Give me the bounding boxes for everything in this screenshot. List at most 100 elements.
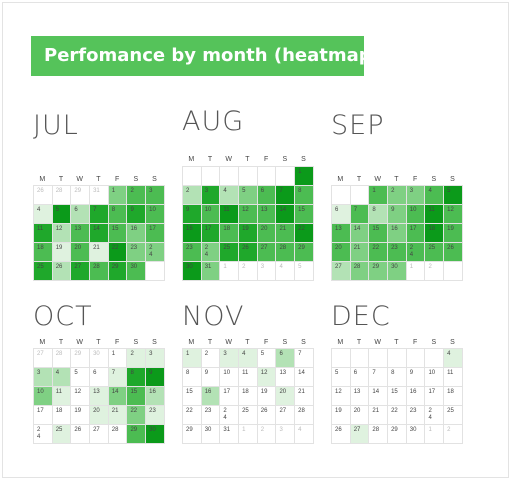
day-cell: 9 (146, 368, 165, 387)
day-cell: 1 (108, 186, 128, 205)
day-cell: 2 (127, 186, 147, 205)
day-cell: 28 (369, 425, 389, 444)
weekday-label: T (58, 339, 64, 346)
day-cell: 4 (444, 349, 463, 368)
weekday-label: S (133, 176, 139, 183)
day-cell: 12 (71, 387, 91, 406)
weekday-label: M (337, 339, 344, 346)
weekday-label: F (114, 339, 120, 346)
day-cell: 25 (34, 262, 53, 281)
day-cell: 11 (239, 368, 258, 387)
day-cell: 6 (90, 368, 109, 387)
day-cell: 17 (34, 406, 53, 425)
weekday-label: W (225, 339, 233, 346)
day-cell: 23 (146, 406, 165, 425)
day-cell: 17 (425, 387, 445, 406)
weekday-label: S (152, 176, 157, 183)
day-cell: 29 (71, 186, 91, 205)
month-label: NOV (182, 301, 245, 332)
day-cell: 9 (388, 205, 407, 224)
day-cell (425, 349, 445, 368)
weekday-label: S (152, 339, 157, 346)
day-cell: 28 (108, 425, 128, 444)
day-cell: 6 (350, 368, 370, 387)
day-cell (239, 167, 258, 186)
weekday-label: F (263, 339, 269, 346)
weekday-label: T (96, 176, 101, 183)
day-cell: 3 (146, 186, 165, 205)
day-cell (350, 349, 370, 368)
weekday-label: S (301, 339, 306, 346)
day-cell: 26 (34, 186, 53, 205)
day-cell: 21 (90, 243, 109, 262)
day-cell: 1 (295, 167, 314, 186)
day-cell: 8 (369, 205, 389, 224)
weekday-label: S (282, 156, 288, 163)
day-cell: 16 (183, 224, 202, 243)
day-cell: 14 (276, 205, 296, 224)
day-cell: 17 (406, 224, 426, 243)
weekday-label: T (207, 339, 213, 346)
day-cell: 2 (425, 262, 445, 281)
weekday-label: T (394, 339, 399, 346)
calendar-grid: 1 2 3 4 5 6 7 8 9 10 11 12 13 14 15 16 17 18 19 20 21 22 23 2 4… (182, 166, 314, 281)
calendar-grid: 1 2 3 4 5 6 7 8 9 10 11 12 13 14 15 16 17 18 19 20 21 22 23 2 4… (331, 185, 463, 281)
day-cell: 15 (369, 224, 389, 243)
day-cell: 30 (388, 262, 407, 281)
day-cell: 17 (201, 224, 221, 243)
weekday-label: W (374, 339, 382, 346)
month-label: OCT (33, 301, 93, 332)
weekday-label: S (450, 339, 455, 346)
day-cell: 15 (108, 224, 128, 243)
day-cell: 10 (406, 205, 426, 224)
day-cell: 2 4 (201, 243, 221, 262)
calendar-grid: 4 5 6 7 8 9 10 11 12 13 14 15 16 17 18 19 20 21 22 23 2 4 25 2… (331, 348, 463, 444)
weekday-label: S (450, 176, 455, 183)
day-cell: 19 (332, 406, 351, 425)
calendar-grid: 27 28 29 30 1 2 3 3 4 5 6 7 8 9 10 11 12 13 14 15 16 17 18 19 20… (33, 348, 165, 444)
day-cell: 1 (183, 349, 202, 368)
day-cell: 7 (369, 368, 389, 387)
day-cell: 27 (90, 425, 109, 444)
weekday-label: S (431, 176, 437, 183)
day-cell: 22 (108, 243, 128, 262)
day-cell: 7 (350, 205, 370, 224)
day-cell: 20 (350, 406, 370, 425)
month-label: DEC (331, 301, 391, 332)
day-cell: 7 (108, 368, 128, 387)
day-cell (350, 186, 370, 205)
day-cell: 19 (52, 243, 72, 262)
day-cell: 27 (71, 262, 91, 281)
day-cell: 7 (276, 186, 296, 205)
day-cell: 18 (220, 224, 240, 243)
weekday-label: S (133, 339, 139, 346)
day-cell: 17 (146, 224, 165, 243)
day-cell: 9 (406, 368, 426, 387)
day-cell: 28 (52, 186, 72, 205)
day-cell: 5 (239, 186, 258, 205)
day-cell: 28 (52, 349, 72, 368)
day-cell: 22 (388, 406, 407, 425)
weekday-label: W (225, 156, 233, 163)
day-cell: 27 (332, 262, 351, 281)
day-cell: 13 (71, 224, 91, 243)
day-cell: 3 (146, 349, 165, 368)
day-cell (406, 349, 426, 368)
day-cell: 30 (201, 425, 221, 444)
day-cell: 21 (350, 243, 370, 262)
day-cell: 8 (388, 368, 407, 387)
weekday-label: W (374, 176, 382, 183)
month-label: SEP (331, 110, 385, 141)
day-cell (369, 349, 389, 368)
day-cell: 10 (425, 368, 445, 387)
weekday-label: T (394, 176, 399, 183)
day-cell: 3 (34, 368, 53, 387)
day-cell: 10 (220, 368, 240, 387)
day-cell: 23 (388, 243, 407, 262)
day-cell: 21 (369, 406, 389, 425)
day-cell: 25 (239, 406, 258, 425)
day-cell: 27 (34, 349, 53, 368)
day-cell: 19 (71, 406, 91, 425)
day-cell: 11 (52, 387, 72, 406)
